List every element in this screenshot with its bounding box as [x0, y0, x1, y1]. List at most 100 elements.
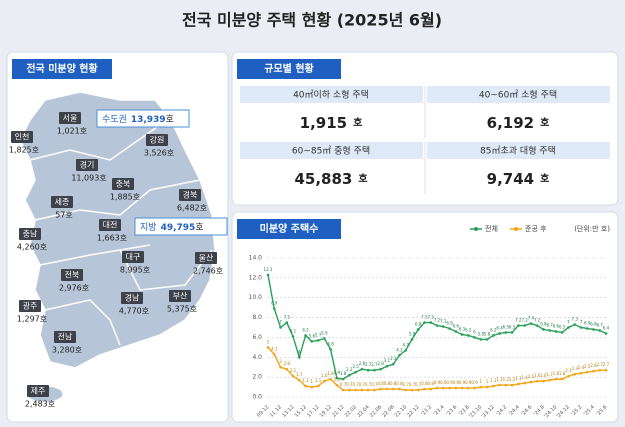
data-label: 1.6	[321, 373, 328, 378]
region-value: 2,746호	[193, 267, 223, 276]
point	[517, 382, 520, 386]
point	[579, 371, 583, 375]
point	[379, 367, 382, 371]
point	[466, 334, 470, 337]
data-label: 7.5	[284, 315, 291, 320]
point	[573, 372, 577, 376]
cell-unit: 호	[540, 116, 549, 129]
y-tick-label: 14.0	[249, 255, 263, 262]
data-label: 6.8	[415, 321, 422, 326]
data-label: 6.4	[496, 325, 503, 330]
data-label: 1.4	[521, 375, 528, 380]
data-label: 5.7	[315, 332, 322, 337]
point	[492, 384, 495, 388]
point	[291, 374, 295, 378]
cell-label: 40㎡이하 소형 주택	[293, 90, 369, 101]
point	[429, 321, 433, 324]
point	[523, 324, 526, 327]
callout-value: 13,939	[131, 115, 166, 125]
data-label: 3.1	[384, 358, 391, 363]
data-label: 2.8	[377, 361, 384, 366]
data-label: 1.2	[503, 377, 510, 382]
cell-label: 60~85㎡ 중형 주택	[292, 146, 370, 157]
region-name-bg	[76, 159, 98, 171]
point	[297, 355, 301, 359]
data-label: 0.8	[428, 381, 435, 386]
point	[598, 368, 602, 372]
data-label: 6.6	[453, 323, 460, 328]
point	[441, 325, 445, 328]
point	[323, 337, 326, 340]
point	[335, 383, 339, 387]
point	[460, 333, 464, 336]
data-label: 1.2	[509, 377, 516, 382]
data-label: 2.1	[290, 368, 297, 373]
map-heading: 전국 미분양 현황	[26, 62, 98, 75]
data-label: 6	[473, 329, 476, 334]
point	[542, 328, 545, 331]
point	[304, 334, 307, 337]
point	[492, 334, 495, 337]
data-label: 0.9	[465, 380, 472, 385]
data-label: 0.7	[359, 382, 366, 387]
region-value: 4,260호	[17, 243, 47, 252]
point	[423, 321, 426, 324]
point	[548, 378, 551, 382]
point	[310, 385, 314, 389]
point	[385, 364, 389, 368]
point	[504, 331, 508, 334]
region-name: 충남	[23, 230, 38, 239]
data-label: 2.8	[284, 361, 291, 366]
region-name: 울산	[199, 253, 214, 263]
point	[517, 324, 520, 327]
data-label: 2.1	[565, 368, 572, 373]
point	[585, 327, 589, 330]
point	[335, 376, 339, 380]
point	[485, 385, 489, 389]
data-label: 6.5	[503, 324, 510, 329]
point	[473, 386, 476, 390]
point	[291, 335, 295, 338]
point	[316, 384, 320, 388]
point	[435, 324, 439, 327]
data-label: 6.6	[553, 323, 560, 328]
data-label: 0.8	[390, 381, 397, 386]
region-value: 6,482호	[177, 204, 207, 213]
point	[429, 387, 433, 391]
point	[404, 388, 408, 392]
region-name: 서울	[63, 114, 78, 123]
cell-unit: 호	[353, 116, 362, 129]
region-name: 경남	[125, 293, 140, 303]
point	[448, 386, 451, 390]
region-value: 3,280호	[52, 346, 82, 355]
data-label: 1.8	[340, 371, 347, 376]
data-label: 1.8	[553, 371, 560, 376]
data-label: 2.3	[572, 366, 579, 371]
data-label: 0.9	[434, 380, 441, 385]
point	[329, 348, 332, 351]
point	[529, 380, 533, 384]
region-name: 대전	[103, 220, 118, 230]
data-label: 1	[311, 379, 314, 384]
y-tick-label: 0.0	[252, 394, 262, 401]
region-name-bg	[11, 131, 33, 143]
legend-marker	[474, 227, 478, 231]
point	[304, 384, 307, 388]
region-name-bg	[122, 251, 144, 263]
data-label: 2.2	[346, 367, 353, 372]
data-label: 2.5	[352, 364, 359, 369]
data-label: 2.7	[597, 362, 604, 367]
point	[423, 387, 426, 391]
unit-note: (단위:만 호)	[574, 224, 610, 233]
callout: 지방 49,795호	[140, 222, 204, 233]
data-label: 4.8	[327, 341, 334, 346]
data-label: 2.6	[590, 363, 597, 368]
y-tick-label: 8.0	[252, 314, 262, 321]
point	[348, 388, 351, 392]
data-label: 6.5	[509, 324, 516, 329]
point	[598, 329, 602, 332]
data-label: 0.7	[409, 382, 416, 387]
border	[29, 117, 171, 161]
data-label: 6.2	[490, 327, 497, 332]
